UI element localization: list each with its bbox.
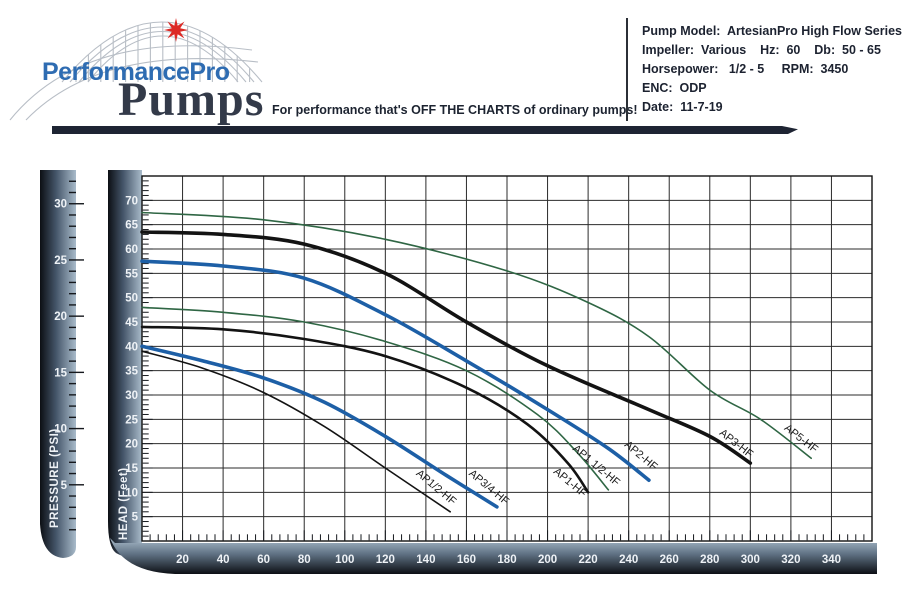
tagline: For performance that's OFF THE CHARTS of… xyxy=(272,103,638,117)
flow-axis-tick-label: 200 xyxy=(538,554,557,566)
flow-axis-tick-label: 100 xyxy=(335,554,354,566)
head-axis-tick-label: 60 xyxy=(125,244,138,256)
head-axis-title: HEAD (Feet) xyxy=(118,467,130,540)
flow-axis-tick-label: 240 xyxy=(619,554,638,566)
head-axis-tick-label: 30 xyxy=(125,390,138,402)
head-axis-bar xyxy=(108,170,142,558)
head-axis-tick-label: 55 xyxy=(125,268,138,280)
pump-curve-AP1-HF xyxy=(140,325,590,494)
pressure-axis-tick-label: 15 xyxy=(54,367,67,379)
brand-performancepro: PerformancePro xyxy=(42,58,230,86)
pump-curve-AP1-1-2-HF xyxy=(141,306,610,491)
head-axis-tick-label: 15 xyxy=(125,463,138,475)
head-axis-tick-label: 50 xyxy=(125,293,138,305)
head-axis-tick-label: 70 xyxy=(125,195,138,207)
arch-swoosh xyxy=(9,45,253,121)
head-axis-tick-label: 45 xyxy=(125,317,138,329)
pressure-axis-tick-label: 30 xyxy=(54,199,67,211)
pump-curves xyxy=(140,211,812,513)
head-axis-tick-label: 40 xyxy=(125,341,138,353)
head-axis-tick-label: 35 xyxy=(125,366,138,378)
flow-axis-tick-label: 220 xyxy=(579,554,598,566)
info-line-impeller: Impeller: Various Hz: 60 Db: 50 - 65 xyxy=(642,43,881,57)
arch-swoosh xyxy=(25,58,259,121)
flow-axis-tick-label: 280 xyxy=(700,554,719,566)
flow-axis-tick-label: 40 xyxy=(217,554,230,566)
pump-curve-AP3-4-HF xyxy=(140,344,499,509)
pressure-axis-title: PRESSURE (PSI) xyxy=(49,428,61,528)
flow-axis-tick-label: 140 xyxy=(416,554,435,566)
pressure-axis-bar xyxy=(40,170,76,558)
flow-axis-tick-label: 340 xyxy=(822,554,841,566)
pressure-axis-tick-label: 25 xyxy=(54,255,67,267)
flow-axis-tick-label: 320 xyxy=(781,554,800,566)
arch-arc xyxy=(61,21,263,83)
head-axis-tick-label: 10 xyxy=(125,487,138,499)
arch-arc xyxy=(69,26,255,83)
pump-curve-AP2-HF xyxy=(140,259,651,482)
pressure-ticks xyxy=(69,180,84,531)
flow-axis-tick-label: 80 xyxy=(298,554,311,566)
flow-axis-tick-label: 120 xyxy=(376,554,395,566)
head-axis-tick-label: 25 xyxy=(125,414,138,426)
flow-axis-bar xyxy=(110,538,877,574)
pressure-axis-tick-label: 20 xyxy=(54,311,67,323)
logo-arch-graphic xyxy=(9,18,263,121)
starburst-icon xyxy=(164,18,188,42)
pressure-axis-labels: 5 10 15 20 25 30 xyxy=(54,199,67,492)
plot-border xyxy=(141,175,873,542)
head-axis-labels: 5 10 15 20 25 30 35 40 45 50 55 60 65 70 xyxy=(125,195,138,523)
pressure-axis-tick-label: 10 xyxy=(54,424,67,436)
head-axis-tick-label: 5 xyxy=(132,512,139,524)
flow-axis-tick-label: 300 xyxy=(741,554,760,566)
brand-pumps: Pumps xyxy=(118,73,265,126)
pressure-axis-tick-label: 5 xyxy=(61,480,68,492)
flow-axis-tick-label: 260 xyxy=(660,554,679,566)
arch-grid xyxy=(9,21,263,121)
pump-curve-AP5-HF xyxy=(141,211,812,460)
flow-axis-tick-label: 160 xyxy=(457,554,476,566)
info-line-pump-model: Pump Model: ArtesianPro High Flow Series xyxy=(642,24,902,38)
head-axis-tick-label: 20 xyxy=(125,439,138,451)
pump-info-panel: Pump Model: ArtesianPro High Flow Series… xyxy=(626,18,904,121)
pump-curve-AP3-HF xyxy=(140,230,753,465)
info-line-date: Date: 11-7-19 xyxy=(642,100,723,114)
head-axis-tick-label: 65 xyxy=(125,220,138,232)
flow-axis-labels: 20 40 60 80 100 120 140 160 180 200 220 240 260 280 30… xyxy=(176,554,841,566)
info-line-horsepower: Horsepower: 1/2 - 5 RPM: 3450 xyxy=(642,62,849,76)
pump-curve-AP1-2-HF xyxy=(141,350,451,513)
flow-axis-tick-label: 60 xyxy=(257,554,270,566)
plot-edge-ticks xyxy=(142,180,865,541)
flow-axis-tick-label: 20 xyxy=(176,554,189,566)
flow-axis-tick-label: 180 xyxy=(497,554,516,566)
header-divider xyxy=(52,126,798,134)
info-line-enclosure: ENC: ODP xyxy=(642,81,707,95)
